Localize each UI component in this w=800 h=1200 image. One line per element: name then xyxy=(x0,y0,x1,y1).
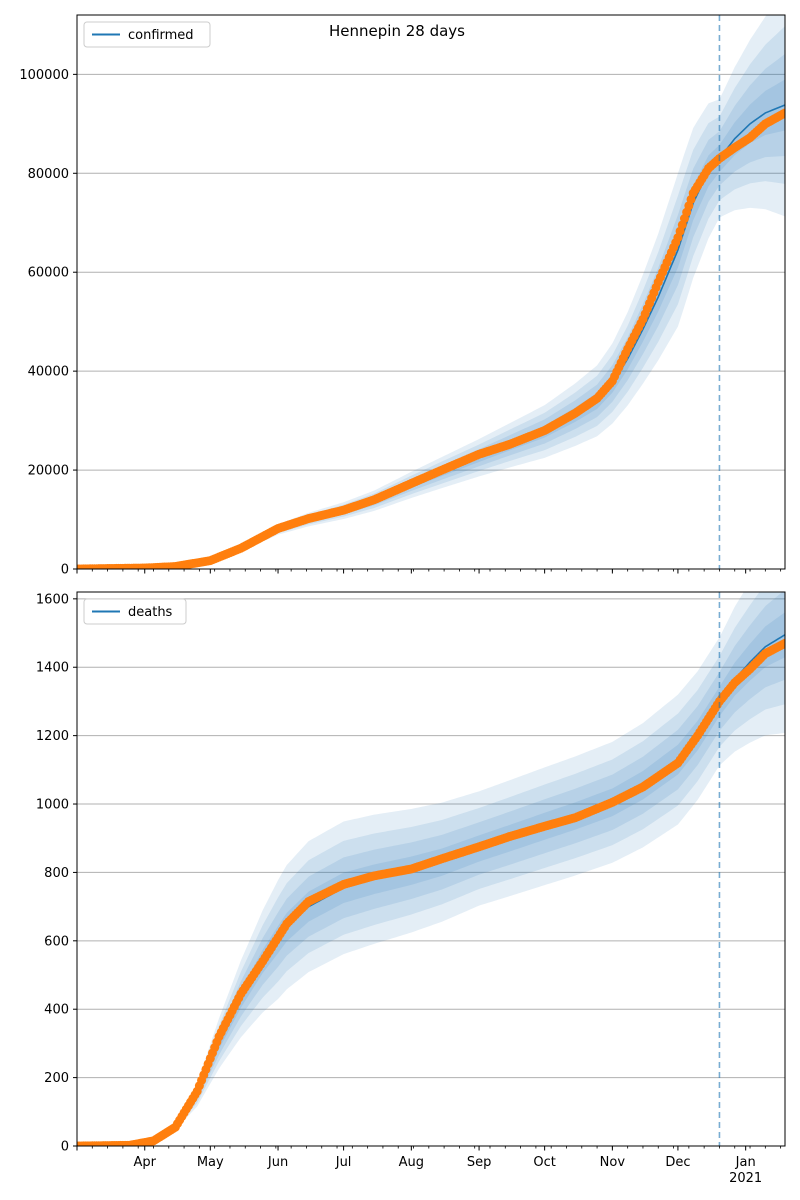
y-tick-label: 0 xyxy=(61,563,69,578)
axes-frame xyxy=(76,14,786,570)
x-tick-label: Oct xyxy=(533,1155,555,1170)
y-tick-label: 800 xyxy=(44,866,69,881)
axes-frame xyxy=(76,591,786,1147)
chart-title: Hennepin 28 days xyxy=(329,22,465,40)
y-tick-label: 200 xyxy=(44,1071,69,1086)
confirmed-observed-point xyxy=(780,108,785,118)
x-tick-label: Nov xyxy=(600,1155,626,1170)
y-tick-label: 80000 xyxy=(28,167,69,182)
legend-box xyxy=(83,598,187,625)
deaths-observed-point xyxy=(780,638,785,648)
x-year-label: 2021 xyxy=(729,1171,762,1186)
uncertainty-band-2 xyxy=(77,26,785,569)
y-tick-label: 1400 xyxy=(36,661,69,676)
x-tick-label: Apr xyxy=(133,1155,156,1170)
x-tick-label: Jul xyxy=(335,1155,352,1170)
deaths-panel: 0 200 400 600 800 1000 1200 1400 1600 Apr May Jun Ju… xyxy=(36,591,786,1186)
legend-box xyxy=(83,21,211,48)
x-tick-label: Jan xyxy=(735,1155,756,1170)
y-tick-label: 0 xyxy=(61,1140,69,1155)
uncertainty-band-1 xyxy=(77,592,785,1146)
x-tick-label: Aug xyxy=(399,1155,424,1170)
y-tick-label: 20000 xyxy=(28,464,69,479)
x-tick-label: Sep xyxy=(467,1155,492,1170)
y-tick-label: 600 xyxy=(44,934,69,949)
confirmed-observed-points xyxy=(77,108,785,569)
uncertainty-band-1 xyxy=(77,15,785,569)
y-tick-label: 1000 xyxy=(36,798,69,813)
uncertainty-band-2 xyxy=(77,592,785,1146)
y-tick-label: 1200 xyxy=(36,729,69,744)
uncertainty-band-3 xyxy=(77,592,785,1146)
x-tick-label: May xyxy=(197,1155,224,1170)
y-tick-label: 40000 xyxy=(28,365,69,380)
y-tick-label: 1600 xyxy=(36,592,69,607)
legend-label: deaths xyxy=(128,605,173,620)
confirmed-panel: 0 20000 40000 60000 80000 100000 confirmed xyxy=(19,14,786,578)
x-tick-label: Jun xyxy=(267,1155,288,1170)
y-tick-label: 100000 xyxy=(19,68,69,83)
legend-label: confirmed xyxy=(128,28,194,43)
deaths-observed-points xyxy=(77,638,785,1146)
y-tick-label: 60000 xyxy=(28,266,69,281)
x-tick-label: Dec xyxy=(665,1155,690,1170)
y-tick-label: 400 xyxy=(44,1003,69,1018)
